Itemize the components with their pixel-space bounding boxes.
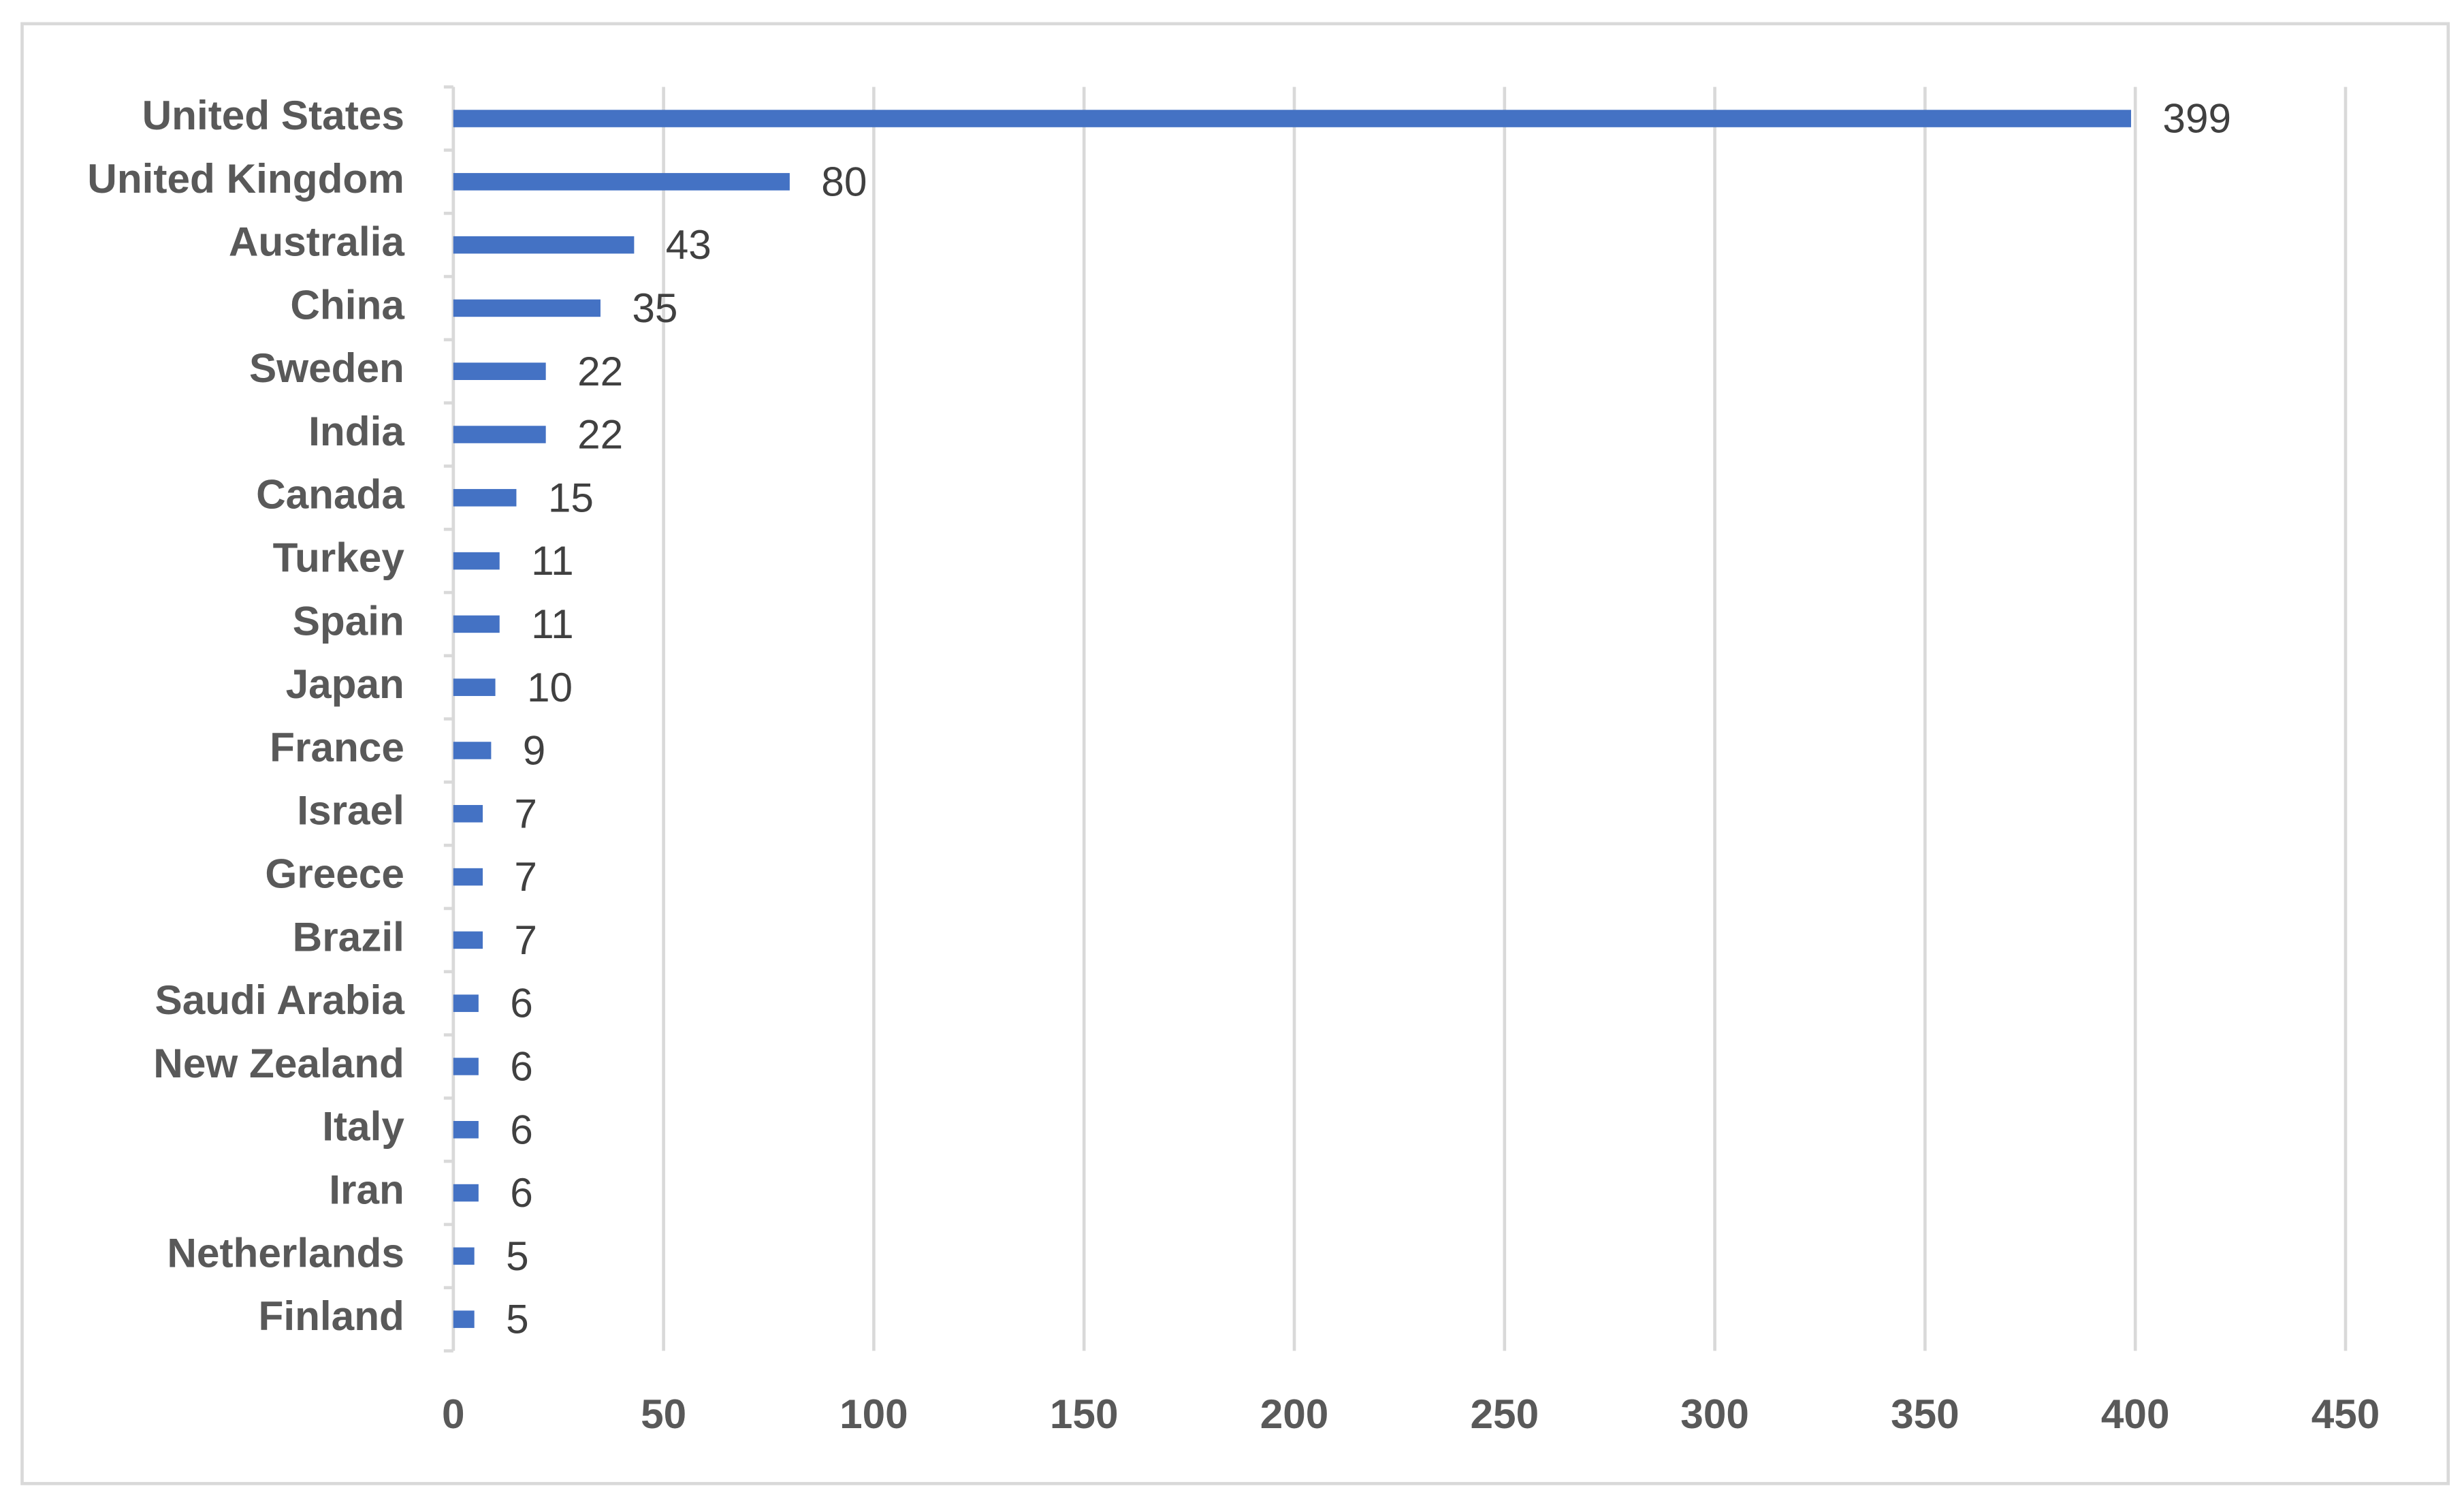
x-tick-label: 0 [442, 1391, 465, 1437]
bar [453, 1184, 479, 1202]
bar [453, 742, 492, 759]
bar [453, 110, 2132, 127]
x-tick-label: 400 [2101, 1391, 2170, 1437]
x-tick-label: 100 [839, 1391, 908, 1437]
bar [453, 678, 496, 696]
data-label: 7 [514, 853, 537, 900]
data-label: 15 [548, 474, 594, 520]
data-label: 6 [510, 1043, 533, 1090]
x-tick-label: 200 [1260, 1391, 1329, 1437]
data-label: 11 [531, 537, 574, 584]
y-tick-label: Australia [229, 219, 404, 265]
x-tick-label: 150 [1050, 1391, 1119, 1437]
bar [453, 1058, 479, 1075]
y-tick-label: Netherlands [167, 1229, 404, 1276]
bar [453, 426, 546, 443]
y-tick-label: Iran [329, 1167, 404, 1213]
data-label: 6 [510, 1169, 533, 1216]
bar [453, 1310, 475, 1328]
bar [453, 552, 500, 570]
data-label: 9 [523, 727, 546, 774]
bar [453, 868, 483, 886]
data-label: 35 [632, 285, 677, 331]
y-tick-label: France [270, 724, 404, 770]
y-tick-label: Sweden [249, 345, 404, 391]
y-tick-label: Canada [256, 471, 404, 518]
y-tick-label: China [290, 281, 404, 328]
bar [453, 362, 546, 380]
y-tick-label: India [308, 408, 404, 454]
bar [453, 236, 635, 254]
x-tick-label: 50 [641, 1391, 686, 1437]
data-label: 5 [506, 1296, 529, 1342]
x-tick-label: 250 [1471, 1391, 1539, 1437]
bar [453, 805, 483, 823]
y-tick-label: Brazil [293, 913, 404, 960]
data-label: 22 [577, 348, 623, 394]
y-tick-label: Greece [265, 851, 404, 897]
x-tick-label: 450 [2311, 1391, 2380, 1437]
bar [453, 1247, 475, 1265]
data-label: 399 [2162, 95, 2231, 142]
data-label: 7 [514, 917, 537, 963]
bar [453, 489, 517, 507]
bar [453, 173, 790, 191]
data-label: 22 [577, 411, 623, 458]
data-label: 6 [510, 980, 533, 1026]
data-label: 80 [821, 158, 867, 204]
y-tick-label: New Zealand [153, 1040, 404, 1086]
bar [453, 931, 483, 949]
x-tick-label: 350 [1891, 1391, 1959, 1437]
data-label: 6 [510, 1106, 533, 1152]
bar [453, 299, 601, 317]
y-tick-label: Japan [286, 661, 404, 707]
chart-border [20, 22, 2450, 1485]
data-label: 5 [506, 1233, 529, 1279]
bar [453, 994, 479, 1012]
data-label: 10 [527, 664, 573, 710]
y-tick-label: United Kingdom [87, 155, 404, 202]
y-tick-label: Saudi Arabia [155, 977, 405, 1023]
bar [453, 615, 500, 633]
x-tick-label: 300 [1680, 1391, 1749, 1437]
data-label: 43 [666, 221, 711, 268]
data-label: 7 [514, 790, 537, 836]
y-tick-label: Turkey [273, 535, 405, 581]
bar [453, 1121, 479, 1139]
y-tick-label: Spain [293, 597, 404, 644]
y-tick-label: Israel [297, 787, 404, 834]
y-tick-label: Finland [259, 1293, 404, 1339]
data-label: 11 [531, 601, 574, 647]
y-tick-label: Italy [322, 1103, 404, 1150]
y-tick-label: United States [142, 92, 404, 138]
